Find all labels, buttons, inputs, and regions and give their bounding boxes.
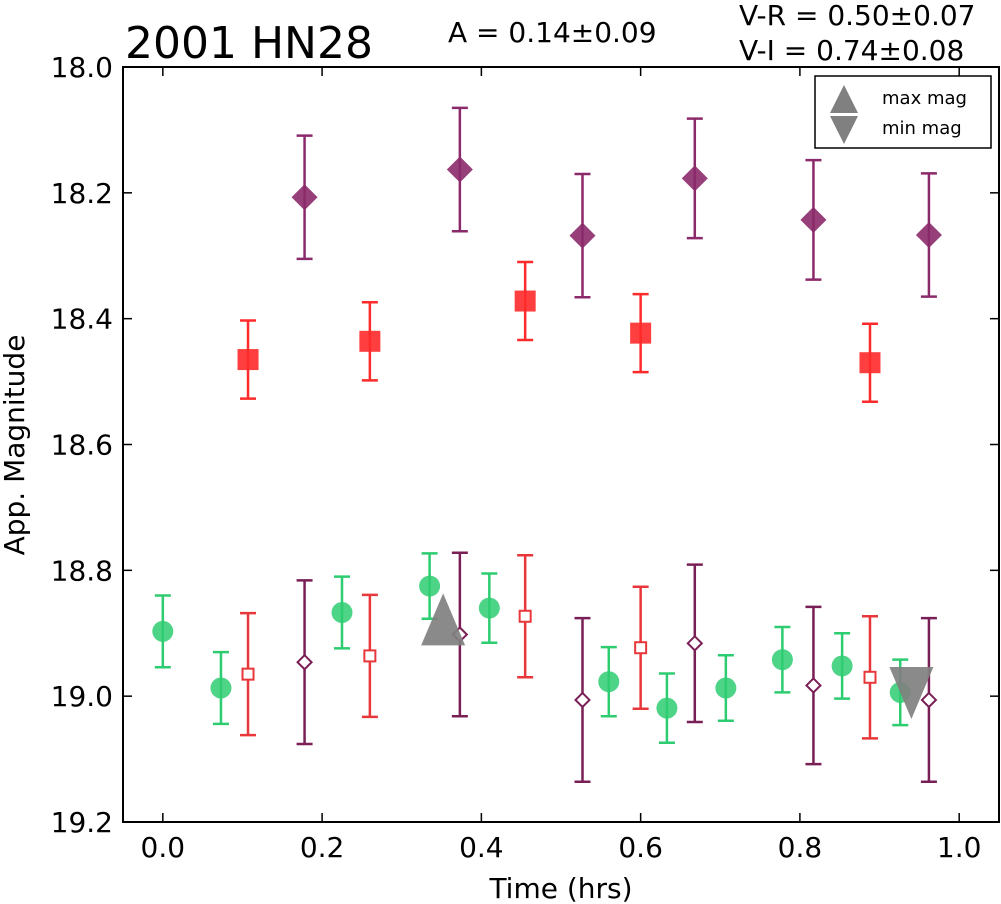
- data-point: [634, 641, 648, 655]
- legend-min-mag-label: min mag: [882, 118, 962, 139]
- amplitude-annotation: A = 0.14±0.09: [448, 16, 657, 49]
- legend: max mag min mag: [814, 75, 992, 149]
- y-tick-label: 18.2: [51, 177, 113, 210]
- x-axis-label: Time (hrs): [488, 872, 632, 904]
- series-r: [240, 553, 878, 740]
- y-tick-label: 19.2: [51, 806, 113, 839]
- legend-max-mag-label: max mag: [882, 88, 967, 109]
- data-point: [920, 691, 938, 709]
- data-point: [331, 601, 353, 623]
- plot-area-frame: [122, 66, 1000, 823]
- data-point: [863, 670, 877, 684]
- y-tick-label: 18.6: [51, 429, 113, 462]
- x-tick-label: 0.8: [778, 831, 823, 864]
- data-point: [569, 222, 596, 249]
- y-axis-label: App. Magnitude: [0, 335, 31, 556]
- x-tick-label: 1.0: [937, 831, 982, 864]
- data-point: [152, 620, 174, 642]
- data-point: [359, 330, 381, 352]
- x-tick-label: 0.0: [141, 831, 186, 864]
- data-point: [800, 206, 827, 233]
- y-tick-label: 18.0: [51, 51, 113, 84]
- data-point: [514, 290, 536, 312]
- data-point: [681, 165, 708, 192]
- v-r-annotation: V-R = 0.50±0.07: [739, 0, 975, 32]
- data-point: [771, 649, 793, 671]
- data-point: [363, 649, 377, 663]
- series-i-v-i-shifted-: [291, 106, 942, 299]
- data-point: [656, 697, 678, 719]
- data-point: [630, 322, 652, 344]
- data-point: [518, 609, 532, 623]
- x-tick-label: 0.4: [459, 831, 504, 864]
- data-point: [241, 667, 255, 681]
- x-tick-label: 0.2: [300, 831, 345, 864]
- data-point: [478, 597, 500, 619]
- max-mag-marker: [421, 593, 466, 646]
- y-tick-label: 19.0: [51, 680, 113, 713]
- data-point: [715, 677, 737, 699]
- data-point: [574, 691, 591, 709]
- series-v: [152, 552, 911, 744]
- data-point: [237, 349, 259, 371]
- data-point: [686, 634, 704, 652]
- legend-max-mag-marker: [830, 85, 858, 113]
- data-point: [296, 653, 313, 671]
- data-point: [598, 671, 620, 693]
- series-r-v-r-shifted-: [237, 260, 881, 403]
- x-tick-label: 0.6: [618, 831, 663, 864]
- data-point: [805, 677, 822, 694]
- min-mag-marker: [889, 667, 934, 720]
- axis-ticks: 0.0 0.2 0.4 0.6 0.8 1.0 18.0 18.2 18.4 18.6 18.8 19…: [51, 51, 999, 864]
- chart-title: 2001 HN28: [125, 18, 373, 69]
- series-i: [296, 551, 938, 783]
- data-point: [831, 655, 853, 677]
- data-point: [419, 575, 441, 597]
- y-tick-label: 18.4: [51, 303, 113, 336]
- legend-min-mag-marker: [830, 116, 858, 144]
- data-point: [915, 221, 942, 248]
- data-point: [446, 156, 473, 183]
- y-tick-label: 18.8: [51, 554, 113, 587]
- data-point: [859, 352, 881, 374]
- data-point: [210, 677, 232, 699]
- v-i-annotation: V-I = 0.74±0.08: [739, 34, 964, 67]
- data-point: [291, 184, 318, 211]
- data-points: [152, 106, 942, 783]
